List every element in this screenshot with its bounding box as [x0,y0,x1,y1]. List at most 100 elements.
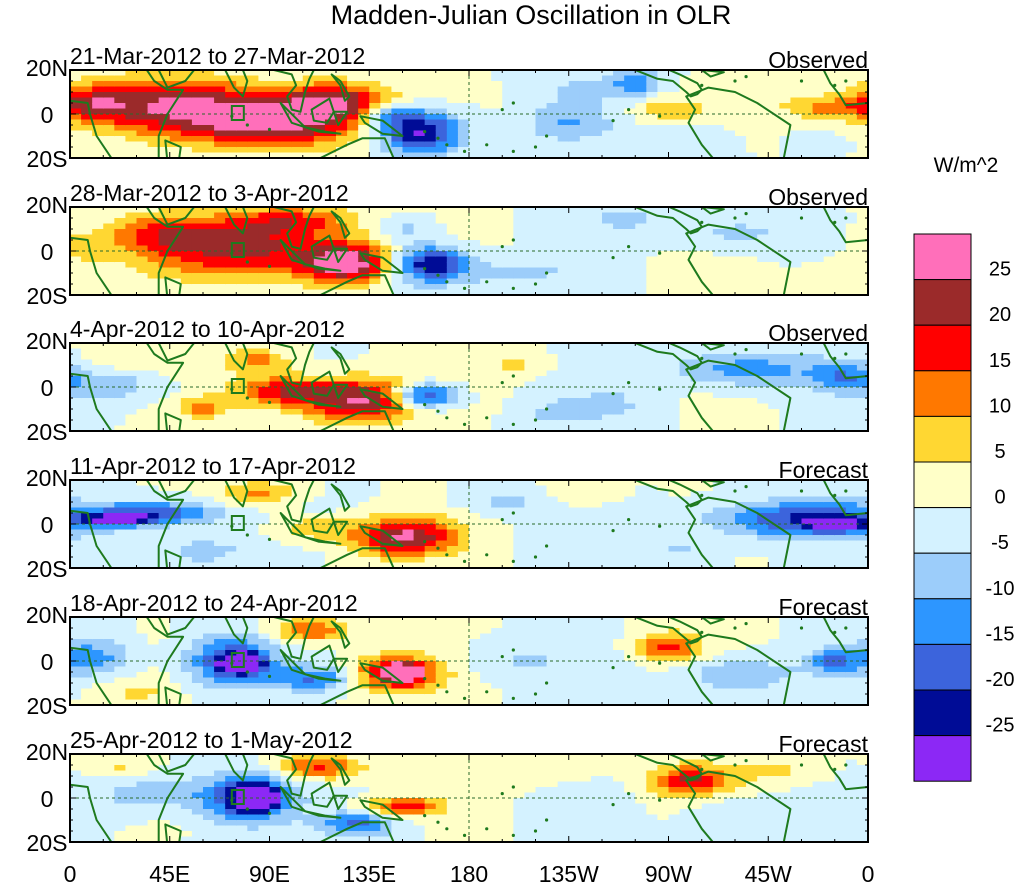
field-cell [70,130,82,137]
field-cell [624,97,636,104]
field-cell [624,218,636,225]
field-cell [735,491,747,498]
field-cell [568,502,581,509]
field-cell [546,518,559,525]
field-cell [125,507,138,514]
field-cell [469,376,481,383]
field-cell [424,256,437,263]
field-cell [856,218,868,225]
field-cell [469,496,481,503]
field-cell [502,354,514,361]
field-cell [557,518,570,525]
field-cell [723,414,736,421]
field-cell [136,398,149,405]
field-cell [435,370,448,377]
field-cell [214,245,226,252]
field-cell [435,284,448,291]
field-cell [779,75,792,82]
field-cell [513,234,526,241]
field-cell [258,92,271,99]
field-cell [302,251,315,258]
field-cell [358,381,370,388]
island [844,352,848,356]
field-cell [180,420,193,427]
field-cell [646,212,659,219]
field-cell [746,557,758,564]
field-cell [480,485,492,492]
field-cell [92,207,104,214]
field-cell [258,343,271,350]
field-cell [646,218,659,225]
field-cell [225,81,237,88]
field-cell [856,518,868,525]
field-cell [823,480,836,487]
field-cell [513,152,526,158]
field-cell [103,273,115,280]
field-cell [602,480,614,487]
coastline [700,343,725,351]
field-cell [535,75,548,82]
field-cell [236,130,248,137]
field-cell [723,136,736,143]
field-cell [524,370,537,377]
field-cell [834,108,847,115]
island [733,79,737,83]
field-cell [446,518,459,525]
field-cell [834,540,847,547]
field-cell [380,245,393,252]
field-cell [70,359,82,366]
field-cell [624,278,636,285]
field-cell [568,92,581,99]
field-cell [524,240,537,247]
field-cell [247,223,260,230]
field-cell [136,207,149,214]
field-cell [856,387,868,394]
field-cell [480,267,492,274]
field-cell [590,147,603,154]
field-cell [136,425,149,431]
field-cell [402,348,415,355]
field-cell [524,513,537,520]
field-cell [524,81,537,88]
field-cell [723,97,736,104]
field-cell [469,359,481,366]
field-cell [823,147,836,154]
field-cell [845,92,858,99]
field-cell [225,348,237,355]
field-cell [513,212,526,219]
field-cell [347,387,359,394]
field-cell [258,425,271,431]
field-cell [258,562,271,568]
field-cell [469,557,481,564]
field-cell [70,278,82,285]
field-cell [347,130,359,137]
field-cell [480,387,492,394]
field-cell [701,108,714,115]
field-cell [324,546,337,553]
field-cell [358,103,370,110]
coastline [223,480,249,508]
field-cell [469,348,481,355]
field-cell [746,278,758,285]
field-cell [690,81,703,88]
field-cell [369,234,381,241]
field-cell [624,152,636,158]
field-cell [424,284,437,291]
field-cell [845,207,858,214]
field-cell [158,480,171,487]
field-cell [424,485,437,492]
field-cell [635,240,647,247]
field-cell [302,284,315,291]
island [245,123,249,127]
coastline [612,207,703,235]
field-cell [92,392,104,399]
field-cell [269,240,282,247]
field-cell [258,551,271,558]
field-cell [679,81,692,88]
field-cell [823,409,836,416]
field-cell [823,524,836,531]
field-cell [834,403,847,410]
field-cell [557,278,570,285]
field-cell [158,420,171,427]
field-cell [635,403,647,410]
